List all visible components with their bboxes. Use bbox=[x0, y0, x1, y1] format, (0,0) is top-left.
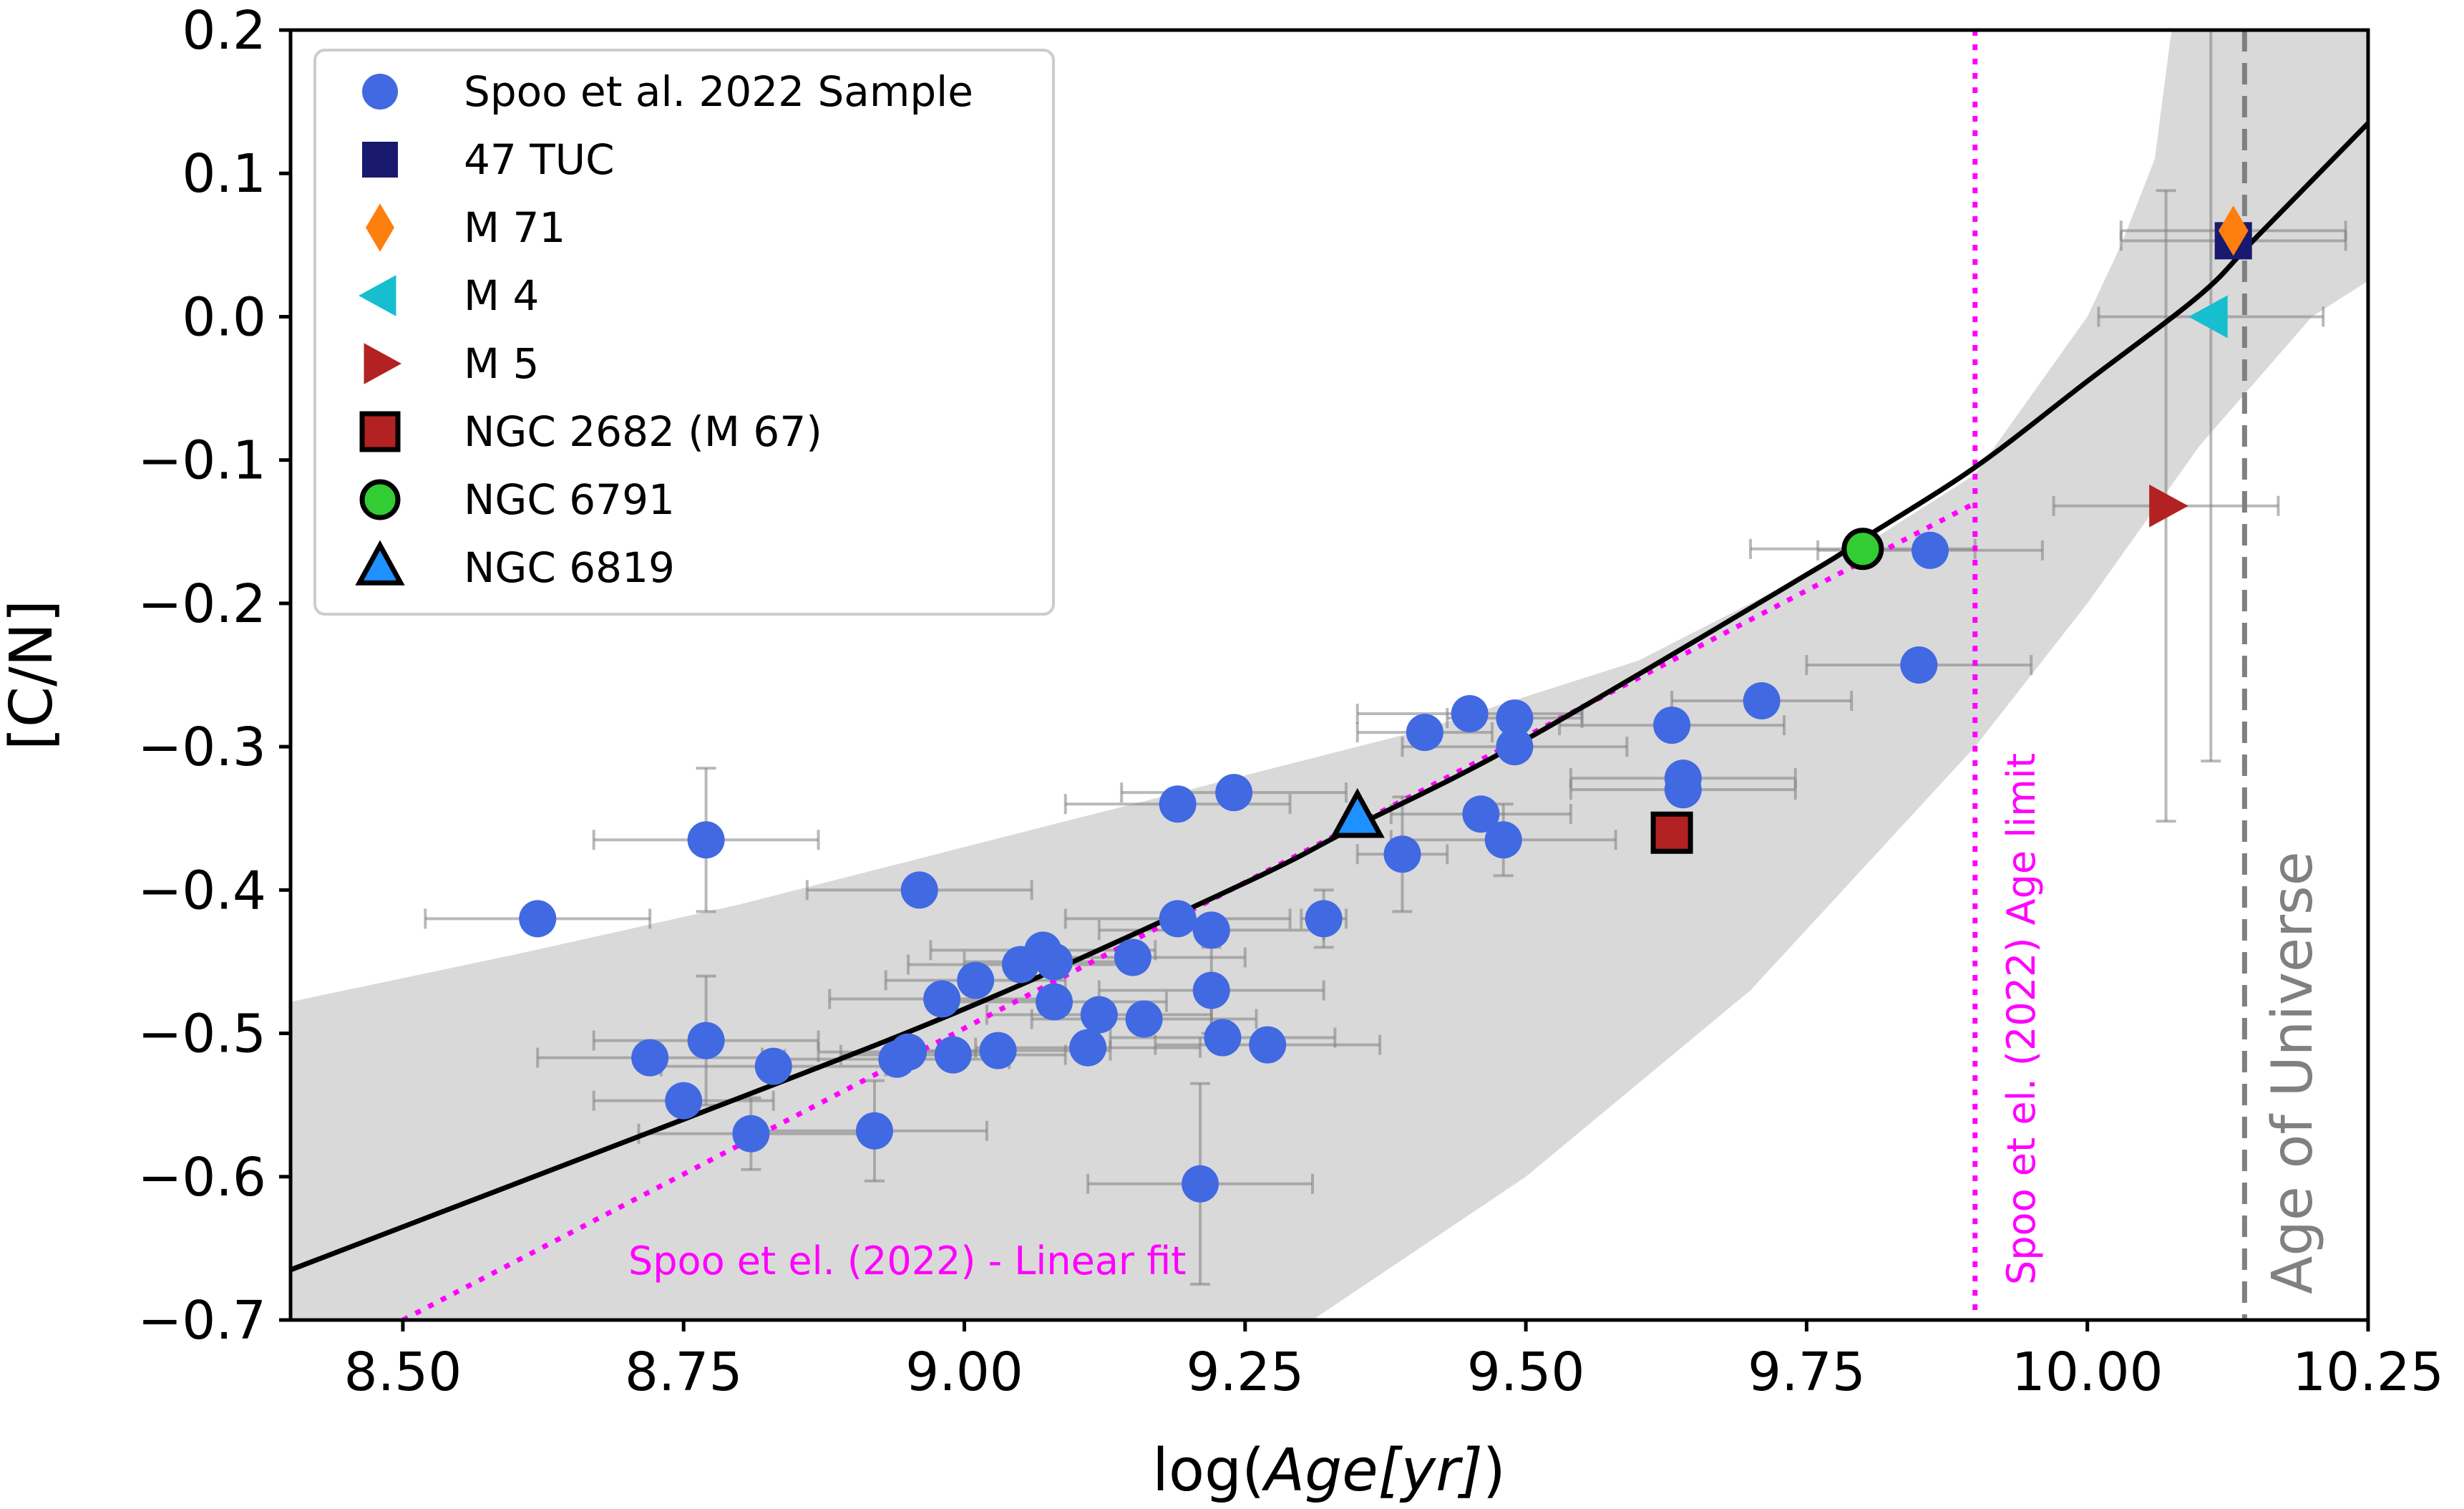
sample-point bbox=[1462, 795, 1500, 833]
sample-point bbox=[1406, 714, 1443, 752]
sample-point bbox=[1204, 1019, 1242, 1057]
sample-point bbox=[1653, 707, 1691, 744]
legend-label-m4: M 4 bbox=[464, 271, 539, 320]
age-of-universe-annotation: Age of Universe bbox=[2261, 851, 2325, 1294]
sample-point bbox=[754, 1047, 792, 1085]
legend-marker bbox=[362, 74, 398, 110]
y-tick-label: −0.1 bbox=[137, 430, 266, 492]
sample-point bbox=[1496, 699, 1534, 737]
y-tick-label: −0.3 bbox=[137, 717, 266, 778]
sample-point bbox=[1159, 900, 1197, 938]
legend-label-ngc6791: NGC 6791 bbox=[464, 475, 675, 524]
sample-point bbox=[1900, 646, 1938, 684]
linear-fit-line bbox=[401, 500, 1977, 1320]
y-tick-label: −0.4 bbox=[137, 860, 266, 921]
sample-point bbox=[1305, 900, 1343, 938]
legend-label-m71: M 71 bbox=[464, 203, 565, 252]
sample-point bbox=[1743, 682, 1781, 720]
sample-point bbox=[1496, 728, 1534, 766]
sample-point bbox=[934, 1036, 972, 1074]
sample-point bbox=[1114, 938, 1151, 976]
y-tick-label: −0.6 bbox=[137, 1147, 266, 1208]
x-tick-label: 9.75 bbox=[1748, 1341, 1866, 1403]
ngc6819-point bbox=[1330, 787, 1385, 838]
sample-point bbox=[900, 871, 938, 909]
sample-point bbox=[1159, 785, 1197, 823]
data-markers bbox=[519, 205, 2252, 1203]
sample-point bbox=[979, 1032, 1017, 1069]
axes-frame bbox=[288, 28, 2370, 1322]
sample-point bbox=[1036, 943, 1073, 981]
sample-point bbox=[855, 1112, 893, 1150]
sample-point bbox=[687, 821, 725, 859]
sample-point bbox=[1484, 821, 1522, 859]
x-tick-label: 8.75 bbox=[625, 1341, 743, 1403]
y-tick-label: 0.0 bbox=[182, 286, 266, 348]
legend-label-ngc2682: NGC 2682 (M 67) bbox=[464, 407, 822, 456]
sample-point bbox=[1451, 695, 1489, 733]
m71-point bbox=[2218, 205, 2249, 256]
age-limit-annotation: Spoo et el. (2022) Age limit bbox=[1999, 753, 2044, 1285]
sample-point bbox=[957, 961, 995, 999]
sample-point bbox=[1125, 1000, 1163, 1038]
sample-point bbox=[1069, 1029, 1107, 1067]
legend-label-m5: M 5 bbox=[464, 339, 539, 388]
legend-marker bbox=[359, 411, 401, 452]
sample-point bbox=[1182, 1165, 1219, 1203]
legend-marker bbox=[362, 142, 398, 178]
sample-point bbox=[1664, 771, 1702, 809]
axis-ticks: 8.50 8.75 9.00 9.25 9.50 9.75 10.00 10.25 0.2 0.1… bbox=[137, 0, 2444, 1403]
x-tick-label: 9.00 bbox=[905, 1341, 1023, 1403]
sample-point bbox=[687, 1022, 725, 1059]
m5-point bbox=[2149, 484, 2188, 528]
legend-label-sample: Spoo et al. 2022 Sample bbox=[464, 67, 973, 116]
x-tick-label: 9.25 bbox=[1186, 1341, 1304, 1403]
sample-point bbox=[631, 1039, 669, 1077]
m4-point bbox=[2188, 295, 2228, 339]
legend-marker bbox=[359, 275, 396, 316]
legend-marker bbox=[359, 479, 401, 520]
y-axis-label: [C/N] bbox=[0, 600, 66, 750]
sample-point bbox=[732, 1115, 770, 1153]
legend-markers bbox=[355, 74, 405, 586]
sample-point bbox=[665, 1082, 703, 1120]
sample-point bbox=[1036, 983, 1073, 1021]
x-tick-label: 9.50 bbox=[1467, 1341, 1585, 1403]
fit-curve bbox=[291, 121, 2368, 1273]
legend-marker bbox=[366, 203, 394, 252]
sample-point bbox=[1912, 531, 1949, 569]
y-tick-label: 0.2 bbox=[182, 0, 266, 62]
legend-marker bbox=[364, 343, 401, 384]
x-tick-label: 10.00 bbox=[2012, 1341, 2163, 1403]
legend-label-ngc6819: NGC 6819 bbox=[464, 543, 675, 592]
sample-point bbox=[1192, 971, 1230, 1009]
y-tick-label: −0.5 bbox=[137, 1004, 266, 1065]
legend-marker bbox=[355, 540, 405, 586]
sample-point bbox=[1383, 835, 1421, 873]
sample-point bbox=[923, 980, 961, 1018]
sample-point bbox=[1192, 911, 1230, 949]
sample-point bbox=[1215, 774, 1253, 812]
sample-point bbox=[1080, 996, 1118, 1034]
y-tick-label: −0.2 bbox=[137, 573, 266, 635]
sample-point bbox=[890, 1033, 927, 1071]
ngc6791-point bbox=[1841, 528, 1884, 571]
legend-label-47tuc: 47 TUC bbox=[464, 135, 615, 184]
legend: Spoo et al. 2022 Sample 47 TUC M 71 M 4 … bbox=[313, 49, 1055, 616]
x-axis-label: log(Age[yr]) bbox=[1152, 1437, 1506, 1505]
ngc2682-point bbox=[1650, 811, 1693, 854]
sample-point bbox=[1249, 1026, 1287, 1064]
x-tick-label: 8.50 bbox=[344, 1341, 462, 1403]
y-tick-label: 0.1 bbox=[182, 143, 266, 205]
linear-fit-annotation: Spoo et el. (2022) - Linear fit bbox=[628, 1238, 1186, 1284]
legend-box bbox=[313, 49, 1055, 616]
y-tick-label: −0.7 bbox=[137, 1290, 266, 1352]
plot-area bbox=[291, 30, 2368, 1320]
sample-point bbox=[519, 900, 557, 938]
x-tick-label: 10.25 bbox=[2292, 1341, 2444, 1403]
confidence-band bbox=[291, 30, 2368, 1320]
